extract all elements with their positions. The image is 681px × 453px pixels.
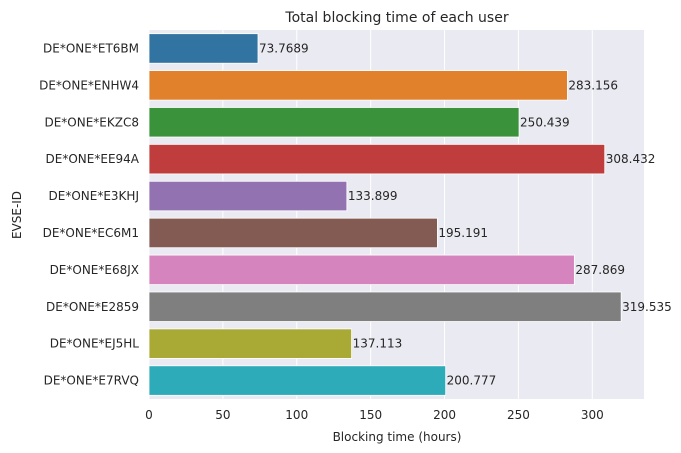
bar-value-label: 250.439: [520, 115, 570, 129]
y-tick-label: DE*ONE*EC6M1: [43, 226, 139, 240]
bar-de-one-enhw4: [148, 70, 568, 101]
y-tick-labels: DE*ONE*ET6BM DE*ONE*ENHW4 DE*ONE*EKZC8 DE*O…: [39, 41, 140, 387]
bar-de-one-ee94a: [148, 143, 606, 175]
y-tick-label: DE*ONE*E68JX: [50, 263, 139, 277]
bar-value-label: 73.7689: [259, 41, 309, 55]
bar-value-label: 195.191: [438, 226, 488, 240]
bar-de-one-e2859: [148, 291, 622, 322]
bar-de-one-ec6m1: [148, 217, 438, 249]
bar-value-label: 133.899: [348, 189, 398, 203]
x-tick-label: 0: [145, 408, 153, 422]
y-tick-label: DE*ONE*EE94A: [46, 152, 140, 166]
y-tick-label: DE*ONE*E2859: [46, 300, 139, 314]
y-tick-label: DE*ONE*E7RVQ: [44, 374, 139, 388]
x-tick-label: 50: [215, 408, 230, 422]
bar-de-one-ekzc8: [148, 107, 520, 138]
bar-de-one-e68jx: [148, 254, 575, 286]
bars: [148, 33, 622, 396]
y-tick-label: DE*ONE*EKZC8: [44, 115, 139, 129]
y-tick-label: DE*ONE*ET6BM: [43, 41, 139, 55]
bar-value-label: 319.535: [622, 300, 672, 314]
x-tick-label: 200: [433, 408, 456, 422]
x-tick-label: 250: [507, 408, 530, 422]
data-labels: 73.7689 283.156 250.439 308.432 133.899 195.1…: [259, 41, 672, 387]
chart-title: Total blocking time of each user: [284, 10, 508, 26]
bar-value-label: 137.113: [353, 337, 403, 351]
x-axis-label: Blocking time (hours): [333, 430, 462, 444]
y-tick-label: DE*ONE*ENHW4: [39, 78, 139, 92]
bar-value-label: 287.869: [575, 263, 625, 277]
x-tick-label: 150: [359, 408, 382, 422]
bar-value-label: 283.156: [568, 78, 618, 92]
y-tick-label: DE*ONE*EJ5HL: [50, 337, 140, 351]
bar-value-label: 200.777: [447, 374, 497, 388]
y-tick-label: DE*ONE*E3KHJ: [49, 189, 139, 203]
x-tick-label: 100: [285, 408, 308, 422]
bar-de-one-ej5hl: [148, 328, 352, 359]
bar-de-one-e3khj: [148, 180, 348, 212]
x-tick-label: 300: [581, 408, 604, 422]
bar-value-label: 308.432: [606, 152, 656, 166]
y-axis-label: EVSE-ID: [10, 191, 24, 239]
x-tick-labels: 0 50 100 150 200 250 300: [145, 408, 604, 422]
bar-de-one-e7rvq: [148, 365, 447, 396]
bar-de-one-et6bm: [148, 33, 259, 64]
